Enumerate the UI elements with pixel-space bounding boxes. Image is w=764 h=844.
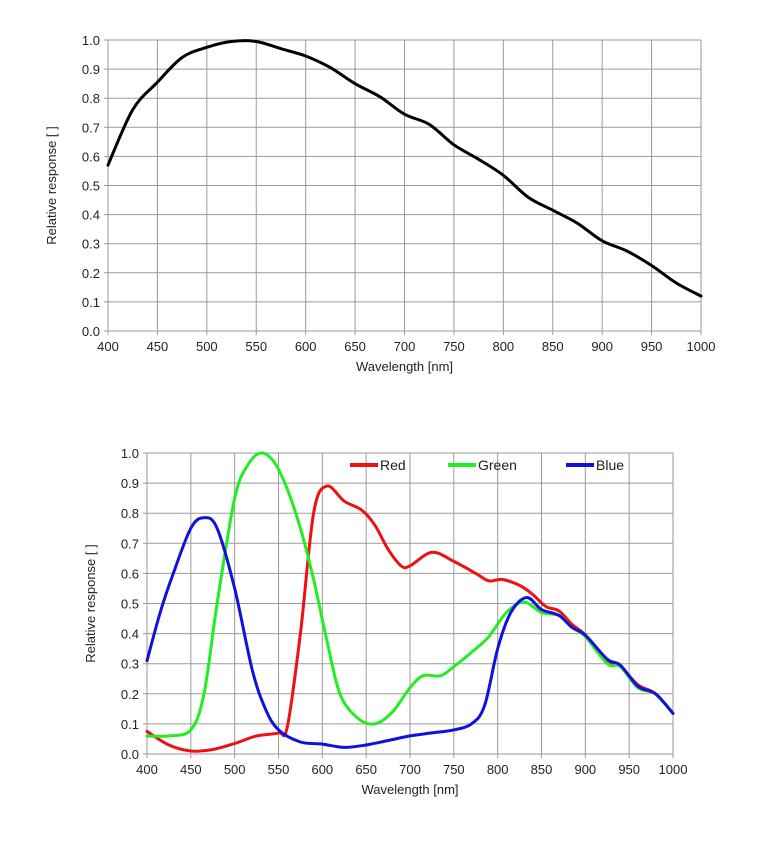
x-tick-label: 400 <box>136 762 158 777</box>
x-axis-label: Wavelength [nm] <box>361 782 458 797</box>
y-tick-label: 0.1 <box>121 717 139 732</box>
y-tick-label: 1.0 <box>121 446 139 461</box>
y-tick-label: 0.8 <box>121 506 139 521</box>
x-tick-label: 650 <box>355 762 377 777</box>
x-tick-label: 450 <box>147 339 169 354</box>
x-tick-label: 700 <box>394 339 416 354</box>
y-tick-label: 0.2 <box>82 266 100 281</box>
x-tick-label: 800 <box>492 339 514 354</box>
x-tick-label: 450 <box>180 762 202 777</box>
y-tick-label: 0.6 <box>121 566 139 581</box>
y-tick-label: 0.7 <box>121 536 139 551</box>
x-tick-label: 900 <box>574 762 596 777</box>
legend: Red Green Blue <box>350 457 624 473</box>
series-line-blue <box>145 516 675 749</box>
y-tick-label: 0.9 <box>121 476 139 491</box>
x-tick-label: 700 <box>399 762 421 777</box>
y-tick-label: 0.9 <box>82 62 100 77</box>
y-tick-label: 0.8 <box>82 91 100 106</box>
legend-label-red: Red <box>380 457 406 473</box>
x-tick-label: 950 <box>641 339 663 354</box>
legend-label-blue: Blue <box>596 457 624 473</box>
x-tick-label: 750 <box>443 762 465 777</box>
series-line-mono <box>106 39 703 298</box>
x-tick-label: 1000 <box>687 339 716 354</box>
color-chart: 400 450 500 550 600 650 700 750 800 850 900 950 1000… <box>83 446 687 797</box>
legend-label-green: Green <box>478 457 517 473</box>
x-tick-label: 850 <box>531 762 553 777</box>
y-tick-label: 0.0 <box>82 324 100 339</box>
x-tick-label: 550 <box>268 762 290 777</box>
y-axis-label: Relative response [ ] <box>44 126 59 245</box>
x-tick-label: 400 <box>97 339 119 354</box>
x-tick-label: 650 <box>344 339 366 354</box>
y-tick-label: 0.0 <box>121 747 139 762</box>
x-tick-label: 500 <box>224 762 246 777</box>
y-tick-label: 1.0 <box>82 33 100 48</box>
x-tick-label: 800 <box>487 762 509 777</box>
y-tick-label: 0.2 <box>121 687 139 702</box>
x-tick-label: 750 <box>443 339 465 354</box>
x-tick-label: 900 <box>591 339 613 354</box>
x-axis-label: Wavelength [nm] <box>356 359 453 374</box>
x-tick-label: 850 <box>542 339 564 354</box>
y-tick-label: 0.3 <box>121 657 139 672</box>
y-tick-label: 0.5 <box>82 179 100 194</box>
y-tick-label: 0.4 <box>121 627 139 642</box>
y-tick-label: 0.1 <box>82 295 100 310</box>
y-tick-label: 0.5 <box>121 597 139 612</box>
x-tick-label: 600 <box>295 339 317 354</box>
y-tick-label: 0.3 <box>82 237 100 252</box>
x-tick-label: 550 <box>245 339 267 354</box>
x-tick-label: 600 <box>311 762 333 777</box>
x-tick-label: 500 <box>196 339 218 354</box>
mono-chart: 400 450 500 550 600 650 700 750 800 850 900 950 1000… <box>44 33 715 374</box>
y-tick-label: 0.4 <box>82 208 100 223</box>
y-tick-label: 0.7 <box>82 120 100 135</box>
x-tick-label: 950 <box>618 762 640 777</box>
x-tick-label: 1000 <box>659 762 688 777</box>
y-axis-label: Relative response [ ] <box>83 544 98 663</box>
y-tick-label: 0.6 <box>82 149 100 164</box>
